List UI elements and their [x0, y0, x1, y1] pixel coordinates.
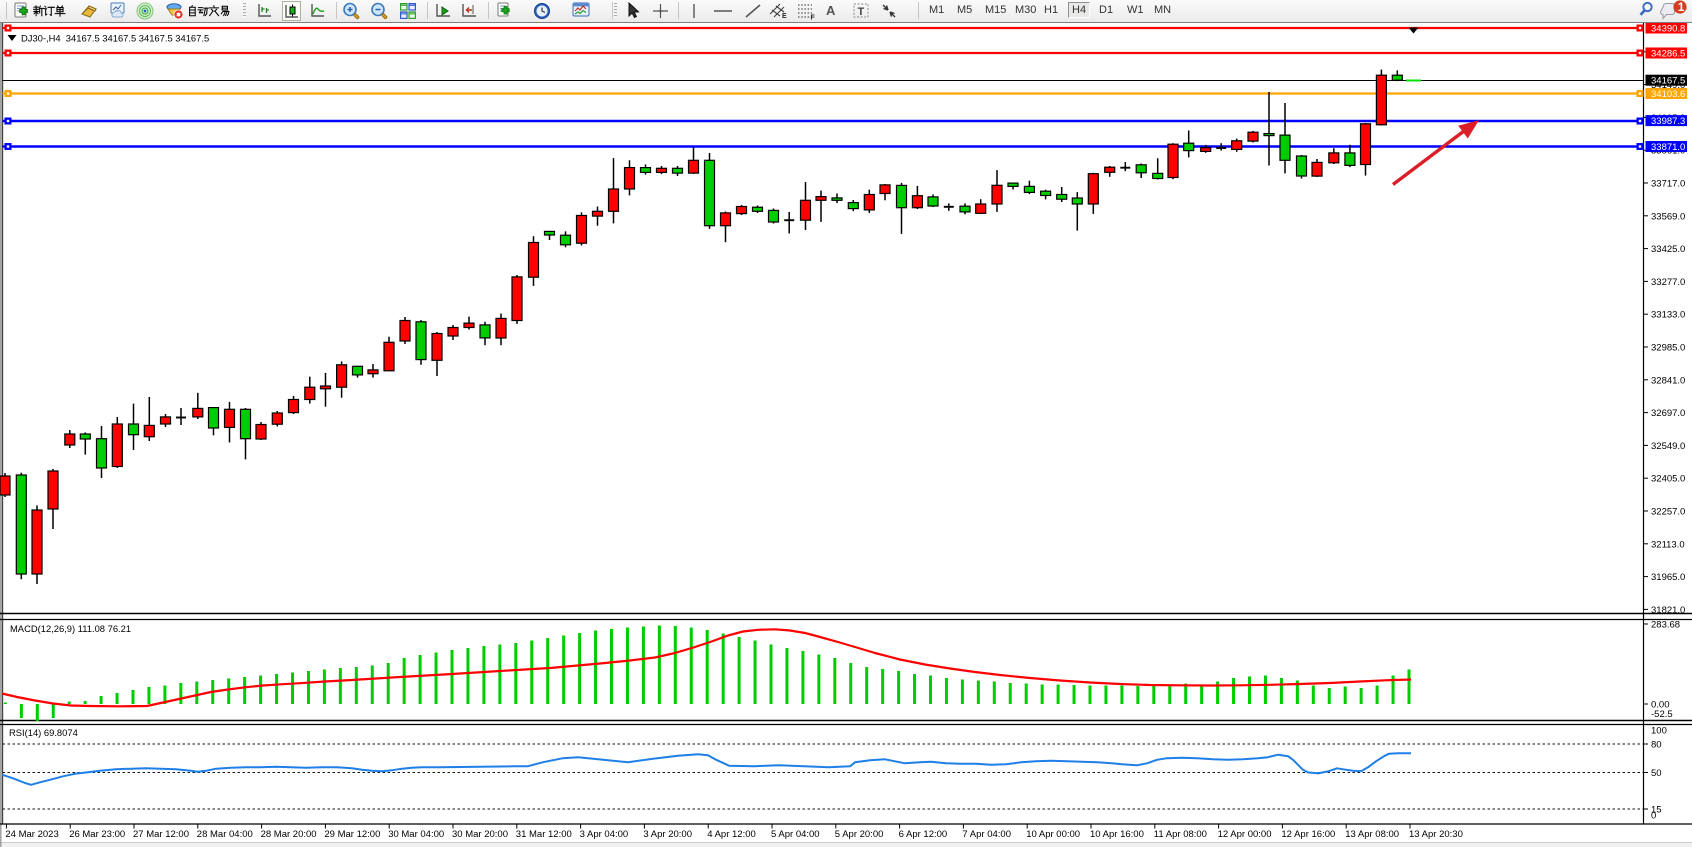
svg-text:10 Apr 00:00: 10 Apr 00:00 — [1026, 829, 1080, 840]
svg-text:11 Apr 08:00: 11 Apr 08:00 — [1154, 829, 1207, 840]
svg-text:32257.0: 32257.0 — [1651, 507, 1685, 518]
svg-text:34286.5: 34286.5 — [1651, 49, 1685, 60]
svg-text:27 Mar 12:00: 27 Mar 12:00 — [133, 829, 189, 840]
svg-text:-52.5: -52.5 — [1651, 709, 1673, 720]
svg-text:3 Apr 20:00: 3 Apr 20:00 — [643, 829, 692, 840]
svg-text:34167.5: 34167.5 — [1651, 76, 1685, 87]
svg-text:4 Apr 12:00: 4 Apr 12:00 — [707, 829, 756, 840]
svg-text:33871.0: 33871.0 — [1651, 142, 1685, 153]
svg-text:12 Apr 00:00: 12 Apr 00:00 — [1218, 829, 1272, 840]
svg-text:12 Apr 16:00: 12 Apr 16:00 — [1281, 829, 1335, 840]
svg-text:31821.0: 31821.0 — [1651, 605, 1685, 616]
svg-text:F: F — [811, 15, 816, 21]
svg-text:28 Mar 20:00: 28 Mar 20:00 — [261, 829, 317, 840]
svg-text:24 Mar 2023: 24 Mar 2023 — [5, 829, 58, 840]
svg-text:5 Apr 20:00: 5 Apr 20:00 — [835, 829, 884, 840]
svg-text:33277.0: 33277.0 — [1651, 277, 1685, 288]
svg-text:32985.0: 32985.0 — [1651, 343, 1685, 354]
svg-text:0.00: 0.00 — [1651, 700, 1670, 711]
svg-text:6 Apr 12:00: 6 Apr 12:00 — [899, 829, 948, 840]
svg-text:7 Apr 04:00: 7 Apr 04:00 — [962, 829, 1011, 840]
svg-text:32405.0: 32405.0 — [1651, 474, 1685, 485]
svg-text:E: E — [782, 13, 787, 20]
svg-text:DJ30-,H4 34167.5 34167.5 3416: DJ30-,H4 34167.5 34167.5 34167.5 34167.5 — [21, 33, 209, 44]
svg-text:283.68: 283.68 — [1651, 620, 1680, 631]
svg-text:33987.3: 33987.3 — [1651, 116, 1685, 127]
svg-text:33569.0: 33569.0 — [1651, 211, 1685, 222]
svg-text:32549.0: 32549.0 — [1651, 441, 1685, 452]
svg-text:30 Mar 20:00: 30 Mar 20:00 — [452, 829, 508, 840]
svg-text:32697.0: 32697.0 — [1651, 408, 1685, 419]
svg-text:30 Mar 04:00: 30 Mar 04:00 — [388, 829, 444, 840]
svg-text:28 Mar 04:00: 28 Mar 04:00 — [197, 829, 253, 840]
svg-text:26 Mar 23:00: 26 Mar 23:00 — [69, 829, 125, 840]
svg-text:34390.8: 34390.8 — [1651, 24, 1685, 35]
svg-text:100: 100 — [1651, 726, 1667, 737]
svg-text:1: 1 — [1678, 0, 1685, 14]
svg-text:32113.0: 32113.0 — [1651, 539, 1685, 550]
svg-text:T: T — [858, 6, 865, 18]
svg-text:50: 50 — [1651, 768, 1662, 779]
svg-text:29 Mar 12:00: 29 Mar 12:00 — [324, 829, 380, 840]
svg-text:RSI(14) 69.8074: RSI(14) 69.8074 — [9, 727, 78, 738]
svg-text:31965.0: 31965.0 — [1651, 572, 1685, 583]
svg-text:13 Apr 20:30: 13 Apr 20:30 — [1409, 829, 1463, 840]
svg-text:10 Apr 16:00: 10 Apr 16:00 — [1090, 829, 1144, 840]
svg-text:33717.0: 33717.0 — [1651, 179, 1685, 190]
svg-text:31 Mar 12:00: 31 Mar 12:00 — [516, 829, 572, 840]
svg-text:32841.0: 32841.0 — [1651, 375, 1685, 386]
svg-text:5 Apr 04:00: 5 Apr 04:00 — [771, 829, 820, 840]
svg-text:13 Apr 08:00: 13 Apr 08:00 — [1345, 829, 1399, 840]
svg-text:33425.0: 33425.0 — [1651, 244, 1685, 255]
svg-text:0: 0 — [1651, 811, 1656, 822]
svg-text:3 Apr 04:00: 3 Apr 04:00 — [580, 829, 629, 840]
svg-text:34103.6: 34103.6 — [1651, 89, 1685, 100]
svg-text:80: 80 — [1651, 740, 1662, 751]
svg-text:33133.0: 33133.0 — [1651, 310, 1685, 321]
svg-text:MACD(12,26,9) 111.08 76.21: MACD(12,26,9) 111.08 76.21 — [10, 623, 131, 634]
svg-text:15: 15 — [1651, 805, 1662, 816]
